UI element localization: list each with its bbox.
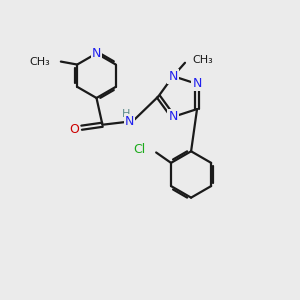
- Text: O: O: [69, 123, 79, 136]
- Text: N: N: [124, 115, 134, 128]
- Text: N: N: [168, 110, 178, 123]
- Text: Cl: Cl: [134, 143, 146, 156]
- Text: CH₃: CH₃: [30, 57, 50, 67]
- Text: N: N: [192, 77, 202, 90]
- Text: N: N: [92, 47, 101, 60]
- Text: H: H: [122, 109, 130, 119]
- Text: N: N: [168, 70, 178, 83]
- Text: CH₃: CH₃: [192, 55, 213, 65]
